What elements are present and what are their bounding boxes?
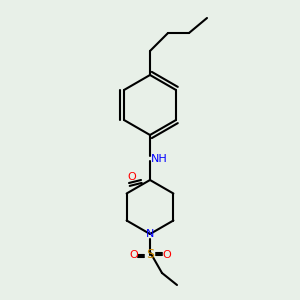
Text: NH: NH bbox=[151, 154, 167, 164]
Text: S: S bbox=[146, 248, 154, 262]
Text: O: O bbox=[129, 250, 138, 260]
Text: O: O bbox=[128, 172, 136, 182]
Text: O: O bbox=[162, 250, 171, 260]
Text: N: N bbox=[146, 229, 154, 239]
